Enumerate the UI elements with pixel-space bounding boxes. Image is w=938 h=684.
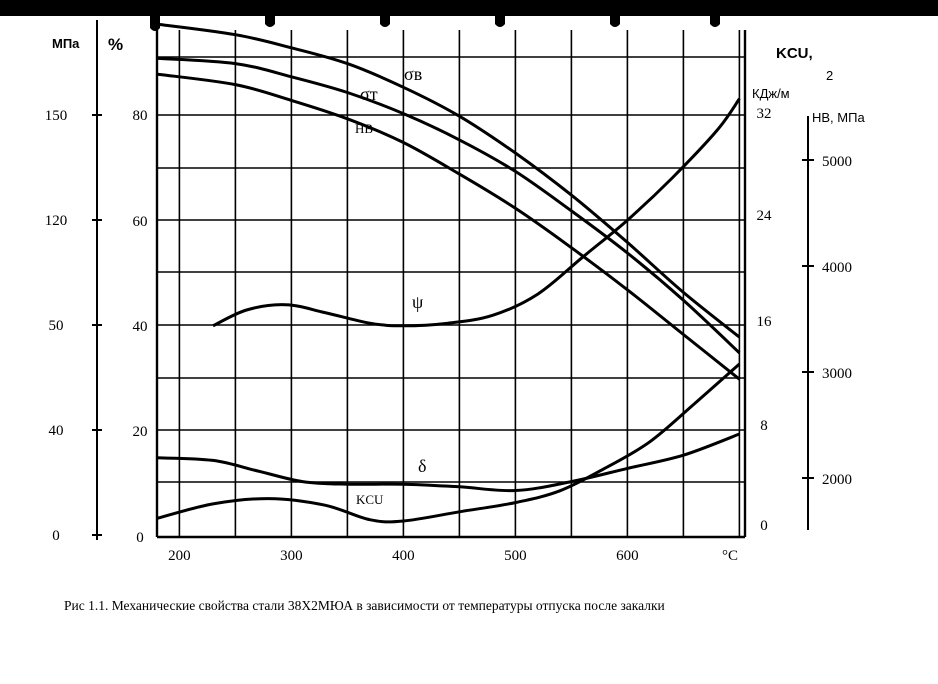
series-line-НВ xyxy=(156,72,741,381)
axes xyxy=(92,20,814,540)
series-label-hb: НВ xyxy=(355,121,373,136)
series-group xyxy=(156,22,741,524)
kcu-tick-label: 0 xyxy=(760,518,768,534)
percent-axis-label: % xyxy=(108,35,123,54)
x-tick-label: 600 xyxy=(616,548,639,564)
kcu-axis-label: KCU, xyxy=(776,45,813,62)
x-tick-label: 500 xyxy=(504,548,527,564)
kcu-axis-unit-superscript: 2 xyxy=(826,68,833,83)
kcu-tick-label: 24 xyxy=(757,208,773,224)
series-line-KCU xyxy=(156,362,741,524)
kcu-tick-label: 16 xyxy=(757,314,773,330)
series-line- xyxy=(156,432,740,493)
tick-labels: 200 300 400 500 600 0 40 50 120 150 0 20 40 60 80 0 8 16 2… xyxy=(45,106,852,564)
mpa-axis-label: МПа xyxy=(52,36,80,51)
mpa-tick-label: 150 xyxy=(45,108,68,124)
mpa-tick-label: 50 xyxy=(49,318,64,334)
series-label-psi: ψ xyxy=(412,292,424,312)
kcu-tick-label: 32 xyxy=(757,106,772,122)
kcu-tick-label: 8 xyxy=(760,418,768,434)
series-label-sigma-b: σв xyxy=(404,64,422,84)
series-line-в xyxy=(156,22,741,339)
mpa-tick-label: 40 xyxy=(49,423,64,439)
hb-tick-label: 5000 xyxy=(822,154,852,170)
series-label-kcu: KCU xyxy=(356,492,384,507)
kcu-axis-unit: КДж/м xyxy=(752,86,790,101)
hb-tick-label: 3000 xyxy=(822,366,852,382)
mpa-tick-label: 0 xyxy=(52,528,60,544)
x-axis-unit: °С xyxy=(722,548,738,564)
percent-tick-label: 20 xyxy=(133,424,148,440)
hb-axis-label: HB, МПа xyxy=(812,110,865,125)
percent-tick-label: 60 xyxy=(133,214,148,230)
percent-tick-label: 40 xyxy=(133,319,148,335)
x-tick-label: 200 xyxy=(168,548,191,564)
percent-tick-label: 0 xyxy=(136,530,144,546)
hb-tick-label: 2000 xyxy=(822,472,852,488)
series-line-т xyxy=(156,56,741,354)
scan-top-band xyxy=(0,0,938,16)
percent-tick-label: 80 xyxy=(133,108,148,124)
scan-top-teeth xyxy=(150,16,720,31)
x-tick-label: 300 xyxy=(280,548,303,564)
series-line- xyxy=(212,97,741,328)
series-label-sigma-t: σт xyxy=(360,84,378,104)
hb-tick-label: 4000 xyxy=(822,260,852,276)
x-tick-label: 400 xyxy=(392,548,415,564)
mpa-tick-label: 120 xyxy=(45,213,68,229)
figure-caption: Рис 1.1. Механические свойства стали 38Х… xyxy=(64,598,665,613)
series-label-delta: δ xyxy=(418,456,426,476)
